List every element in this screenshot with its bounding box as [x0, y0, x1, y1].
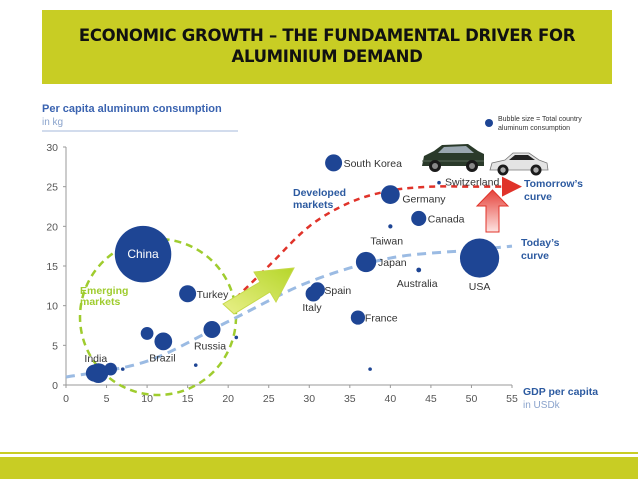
label-taiwan: Taiwan [370, 235, 403, 247]
bubble-germany [380, 185, 400, 204]
bubble-chart: Per capita aluminum consumption in kg 0 5… [42, 103, 598, 411]
y-tick-label: 10 [46, 301, 58, 313]
bubble-unlabeled [104, 362, 117, 376]
y-tick-label: 25 [46, 182, 58, 194]
label-germany: Germany [402, 194, 446, 206]
legend-line-2: aluminum consumption [498, 125, 570, 132]
label-spain: Spain [324, 285, 351, 297]
x-tick-label: 45 [425, 393, 437, 405]
label-turkey: Turkey [197, 289, 229, 301]
label-south-korea: South Korea [344, 158, 403, 170]
title-banner: ECONOMIC GROWTH – THE FUNDAMENTAL DRIVER… [42, 10, 612, 84]
label-switzerland: Switzerland [445, 177, 499, 189]
x-axis-label: GDP per capita [523, 386, 598, 398]
sports-car-icon [489, 152, 549, 176]
bubble-switzerland [437, 180, 441, 185]
label-china: China [127, 247, 159, 261]
bubble-japan [355, 251, 377, 273]
country-labels: China South Korea Germany Switzerland Canada… [84, 158, 499, 365]
bubble-unlabeled [120, 367, 125, 371]
x-tick-label: 5 [104, 393, 110, 405]
label-brazil: Brazil [149, 352, 175, 364]
bubble-france [350, 310, 366, 325]
bubble-unlabeled [368, 367, 372, 371]
label-italy: Italy [302, 302, 322, 314]
x-tick-label: 55 [506, 393, 518, 405]
bubble-canada [411, 210, 427, 226]
label-usa: USA [469, 281, 491, 293]
x-tick-label: 20 [222, 393, 234, 405]
bubble-russia [203, 320, 221, 338]
x-tick-label: 25 [263, 393, 275, 405]
label-india: India [84, 353, 107, 365]
label-russia: Russia [194, 340, 226, 352]
label-japan: Japan [378, 257, 407, 269]
x-tick-label: 50 [466, 393, 478, 405]
todays-curve-label-2: curve [521, 250, 549, 262]
tomorrows-curve-label-2: curve [524, 191, 552, 203]
y-tick-label: 20 [46, 221, 58, 233]
suv-car-icon [422, 144, 484, 172]
bubble-italy [305, 286, 322, 302]
x-ticks: 0 5 10 15 20 25 30 35 40 45 50 55 [63, 385, 518, 405]
y-axis-label: Per capita aluminum consumption [42, 103, 222, 115]
tomorrows-curve-label-1: Tomorrow’s [524, 178, 583, 190]
y-ticks: 0 5 10 15 20 25 30 [46, 142, 66, 392]
bubble-south-korea [325, 154, 343, 172]
label-canada: Canada [428, 213, 465, 225]
bubbles [85, 154, 500, 383]
bubble-unlabeled [234, 335, 239, 340]
bubble-australia [416, 267, 422, 273]
y-tick-label: 0 [52, 380, 58, 392]
bubble-taiwan [388, 224, 393, 229]
y-axis-unit: in kg [42, 117, 63, 128]
x-axis-unit: in USDk [523, 400, 561, 411]
emerging-markets-label-1: Emerging [80, 285, 128, 297]
title-line-1: ECONOMIC GROWTH – THE FUNDAMENTAL DRIVER… [78, 26, 576, 45]
developed-markets-label-1: Developed [293, 187, 346, 199]
upgrade-arrow [475, 189, 510, 233]
tomorrows-curve [227, 176, 522, 307]
label-france: France [365, 313, 398, 325]
x-tick-label: 35 [344, 393, 356, 405]
y-tick-label: 15 [46, 261, 58, 273]
todays-curve-label-1: Today’s [521, 237, 560, 249]
bubble-turkey [179, 285, 197, 303]
bubble-unlabeled [85, 364, 103, 382]
bubble-china [114, 225, 172, 283]
slide-title: ECONOMIC GROWTH – THE FUNDAMENTAL DRIVER… [42, 25, 612, 67]
x-tick-label: 40 [385, 393, 397, 405]
legend-bubble-icon [485, 119, 493, 127]
x-tick-label: 0 [63, 393, 69, 405]
x-tick-label: 30 [303, 393, 315, 405]
bubble-usa [459, 238, 500, 278]
y-tick-label: 5 [52, 340, 58, 352]
bottom-divider [0, 452, 638, 454]
title-line-2: ALUMINIUM DEMAND [231, 47, 423, 66]
x-tick-label: 15 [182, 393, 194, 405]
bubble-brazil [154, 332, 173, 351]
x-tick-label: 10 [141, 393, 153, 405]
label-australia: Australia [397, 278, 438, 290]
bubble-unlabeled [140, 327, 154, 340]
transition-arrow [222, 267, 295, 315]
developed-markets-label-2: markets [293, 199, 333, 211]
legend-line-1: Bubble size = Total country [498, 116, 582, 123]
bubble-unlabeled [193, 363, 198, 367]
y-tick-label: 30 [46, 142, 58, 154]
bottom-band [0, 457, 638, 479]
emerging-markets-label-2: markets [80, 296, 120, 308]
